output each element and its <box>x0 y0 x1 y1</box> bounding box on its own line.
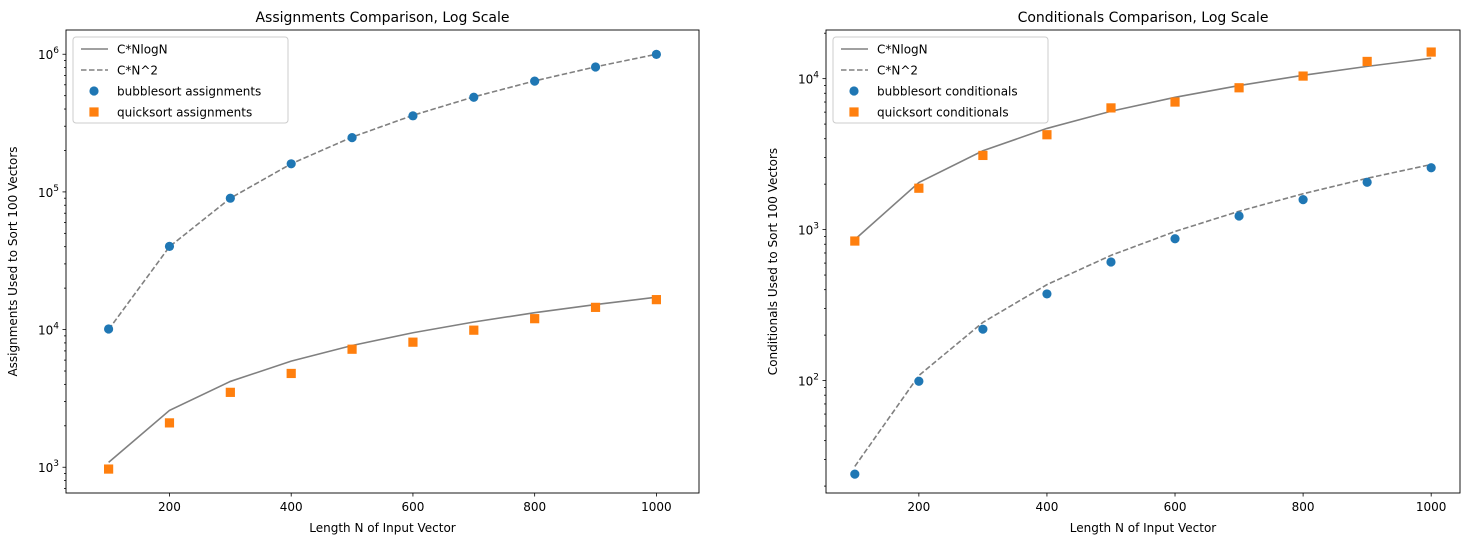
data-point-bubblesort-assignments <box>286 159 296 169</box>
data-point-bubblesort-conditionals <box>914 376 924 386</box>
data-point-quicksort-assignments <box>530 314 540 324</box>
chart-title: Assignments Comparison, Log Scale <box>255 10 509 26</box>
data-point-bubblesort-conditionals <box>1362 177 1372 187</box>
data-point-quicksort-conditionals <box>914 183 924 193</box>
data-point-bubblesort-assignments <box>104 324 114 334</box>
plot-frame <box>825 29 1461 494</box>
x-axis-label: Length N of Input Vector <box>1070 521 1217 535</box>
legend-marker <box>89 107 99 117</box>
x-tick-label: 600 <box>1164 500 1187 514</box>
data-point-bubblesort-assignments <box>530 76 540 86</box>
data-point-quicksort-conditionals <box>1362 56 1372 67</box>
legend-entry-bubblesort-assignments: bubblesort assignments <box>89 85 261 99</box>
y-tick-label: 104 <box>38 322 59 338</box>
x-tick-label: 400 <box>280 500 303 514</box>
x-tick-label: 400 <box>1035 500 1058 514</box>
x-tick-label: 800 <box>523 500 546 514</box>
series-line-c-n-2 <box>107 53 657 331</box>
data-point-quicksort-assignments <box>347 344 357 354</box>
legend-entry-quicksort-conditionals: quicksort conditionals <box>849 106 1009 120</box>
data-point-quicksort-assignments <box>164 418 175 428</box>
y-axis-label: Assignments Used to Sort 100 Vectors <box>6 146 20 376</box>
data-point-bubblesort-conditionals <box>1042 289 1052 299</box>
series-line-c-nlogn <box>108 296 657 463</box>
legend-label: quicksort conditionals <box>877 106 1009 120</box>
data-point-quicksort-conditionals <box>1234 83 1244 93</box>
legend-label: C*N^2 <box>117 64 158 78</box>
legend-entry-bubblesort-conditionals: bubblesort conditionals <box>849 85 1018 99</box>
legend: C*NlogN C*N^2 bubblesort assignments quicks… <box>72 36 289 124</box>
y-tick-label: 106 <box>38 46 59 62</box>
y-tick-label: 103 <box>798 222 819 238</box>
conditionals-chart: Conditionals Comparison, Log Scale 102 103… <box>766 10 1461 535</box>
legend-label: C*NlogN <box>117 43 168 57</box>
x-tick-label: 1000 <box>641 500 672 514</box>
data-point-bubblesort-assignments <box>225 193 235 203</box>
data-point-quicksort-conditionals <box>978 150 988 161</box>
data-point-bubblesort-assignments <box>469 92 479 102</box>
y-tick-label: 105 <box>38 184 59 200</box>
legend-entry-c-nlogn: C*NlogN <box>81 43 168 57</box>
data-point-bubblesort-conditionals <box>1106 257 1116 267</box>
legend-marker <box>849 86 859 96</box>
legend-entry-quicksort-assignments: quicksort assignments <box>89 106 252 120</box>
data-point-bubblesort-conditionals <box>850 469 860 479</box>
legend-marker <box>849 107 859 117</box>
plot-frame <box>65 29 700 494</box>
legend-entry-c-nlogn: C*NlogN <box>841 43 928 57</box>
data-point-quicksort-assignments <box>104 464 114 474</box>
data-point-quicksort-assignments <box>225 387 235 397</box>
x-tick-label: 200 <box>158 500 181 514</box>
data-point-quicksort-conditionals <box>1042 130 1052 140</box>
y-axis-label: Conditionals Used to Sort 100 Vectors <box>766 148 780 375</box>
data-point-quicksort-assignments <box>469 325 479 335</box>
x-tick-label: 1000 <box>1416 500 1447 514</box>
y-tick-label: 103 <box>38 459 59 475</box>
data-point-bubblesort-assignments <box>347 133 357 143</box>
legend-label: bubblesort conditionals <box>877 85 1018 99</box>
data-point-bubblesort-conditionals <box>1426 163 1436 173</box>
y-tick-label: 104 <box>798 71 819 87</box>
data-point-quicksort-conditionals <box>1106 103 1116 113</box>
legend-label: C*NlogN <box>877 43 928 57</box>
x-tick-label: 200 <box>907 500 930 514</box>
legend-label: bubblesort assignments <box>117 85 261 99</box>
data-point-bubblesort-conditionals <box>1234 211 1244 221</box>
data-point-bubblesort-assignments <box>651 49 661 59</box>
legend-box <box>832 36 1049 124</box>
legend-box <box>72 36 289 124</box>
data-point-bubblesort-assignments <box>590 62 601 72</box>
data-point-quicksort-conditionals <box>1170 97 1180 107</box>
x-tick-label: 800 <box>1292 500 1315 514</box>
data-point-quicksort-conditionals <box>1298 71 1308 81</box>
series-line-c-n-2 <box>854 163 1432 467</box>
legend-entry-c-n-2: C*N^2 <box>841 64 918 78</box>
data-point-quicksort-assignments <box>408 337 418 347</box>
data-point-bubblesort-assignments <box>408 111 418 121</box>
data-point-quicksort-conditionals <box>850 236 860 246</box>
legend-marker <box>89 86 99 96</box>
data-point-quicksort-conditionals <box>1426 47 1436 57</box>
data-point-bubblesort-conditionals <box>1298 195 1308 205</box>
x-axis-label: Length N of Input Vector <box>309 521 456 535</box>
series-line-c-nlogn <box>854 57 1432 241</box>
data-point-bubblesort-assignments <box>164 241 175 251</box>
assignments-chart: Assignments Comparison, Log Scale 103 104 1… <box>6 10 700 535</box>
data-point-bubblesort-conditionals <box>978 324 988 334</box>
chart-title: Conditionals Comparison, Log Scale <box>1018 10 1269 26</box>
data-point-quicksort-assignments <box>651 295 661 305</box>
legend-label: quicksort assignments <box>117 106 252 120</box>
x-tick-label: 600 <box>401 500 424 514</box>
data-point-bubblesort-conditionals <box>1170 234 1180 244</box>
legend-label: C*N^2 <box>877 64 918 78</box>
data-point-quicksort-assignments <box>590 302 601 312</box>
legend: C*NlogN C*N^2 bubblesort conditionals quick… <box>832 36 1049 124</box>
data-point-quicksort-assignments <box>286 368 296 379</box>
y-tick-label: 102 <box>798 373 819 389</box>
legend-entry-c-n-2: C*N^2 <box>81 64 158 78</box>
